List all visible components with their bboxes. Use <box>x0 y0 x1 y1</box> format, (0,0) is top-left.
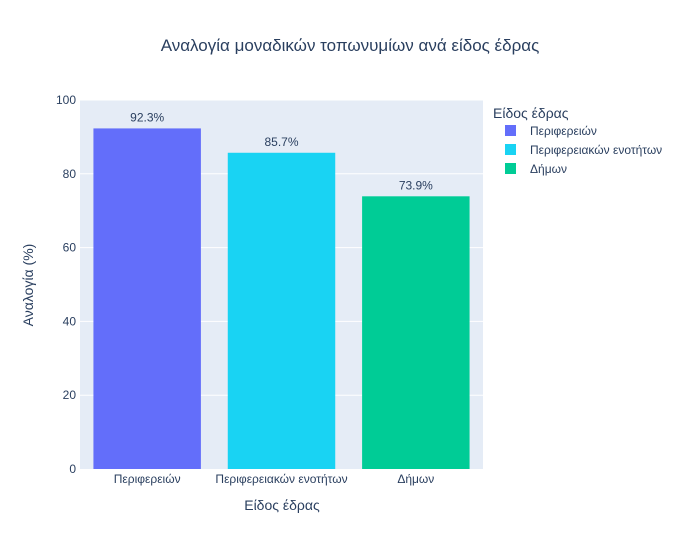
legend-item-label: Περιφερειακών ενοτήτων <box>530 143 662 157</box>
legend: Είδος έδρας Περιφερειών Περιφερειακών ενο… <box>493 105 662 176</box>
y-tick-label: 0 <box>69 462 76 476</box>
legend-swatch <box>505 125 516 136</box>
bar <box>93 128 201 469</box>
legend-item-label: Περιφερειών <box>530 124 597 138</box>
legend-title: Είδος έδρας <box>493 105 569 121</box>
bar-value-label: 92.3% <box>130 110 164 124</box>
bar <box>362 196 470 469</box>
x-tick-label: Δήμων <box>397 472 434 486</box>
plot-area: 0 20 40 60 80 100 92.3% Περιφερειών 85.7% Περιφερ… <box>56 93 483 486</box>
legend-item-label: Δήμων <box>530 162 567 176</box>
chart-title: Αναλογία μοναδικών τοπωνυμίων ανά είδος … <box>161 36 540 55</box>
x-axis-title: Είδος έδρας <box>244 497 320 513</box>
x-tick-label: Περιφερειών <box>114 472 181 486</box>
y-tick-label: 80 <box>63 167 77 181</box>
y-tick-label: 20 <box>63 388 77 402</box>
bar-value-label: 73.9% <box>399 178 433 192</box>
x-tick-label: Περιφερειακών ενοτήτων <box>215 472 347 486</box>
y-tick-label: 100 <box>56 93 76 107</box>
bar <box>227 152 336 469</box>
bar-value-label: 85.7% <box>264 135 298 149</box>
y-tick-label: 40 <box>63 314 77 328</box>
y-tick-label: 60 <box>63 241 77 255</box>
y-axis-title: Αναλογία (%) <box>20 244 36 327</box>
legend-swatch <box>505 163 516 174</box>
legend-swatch <box>505 144 516 155</box>
